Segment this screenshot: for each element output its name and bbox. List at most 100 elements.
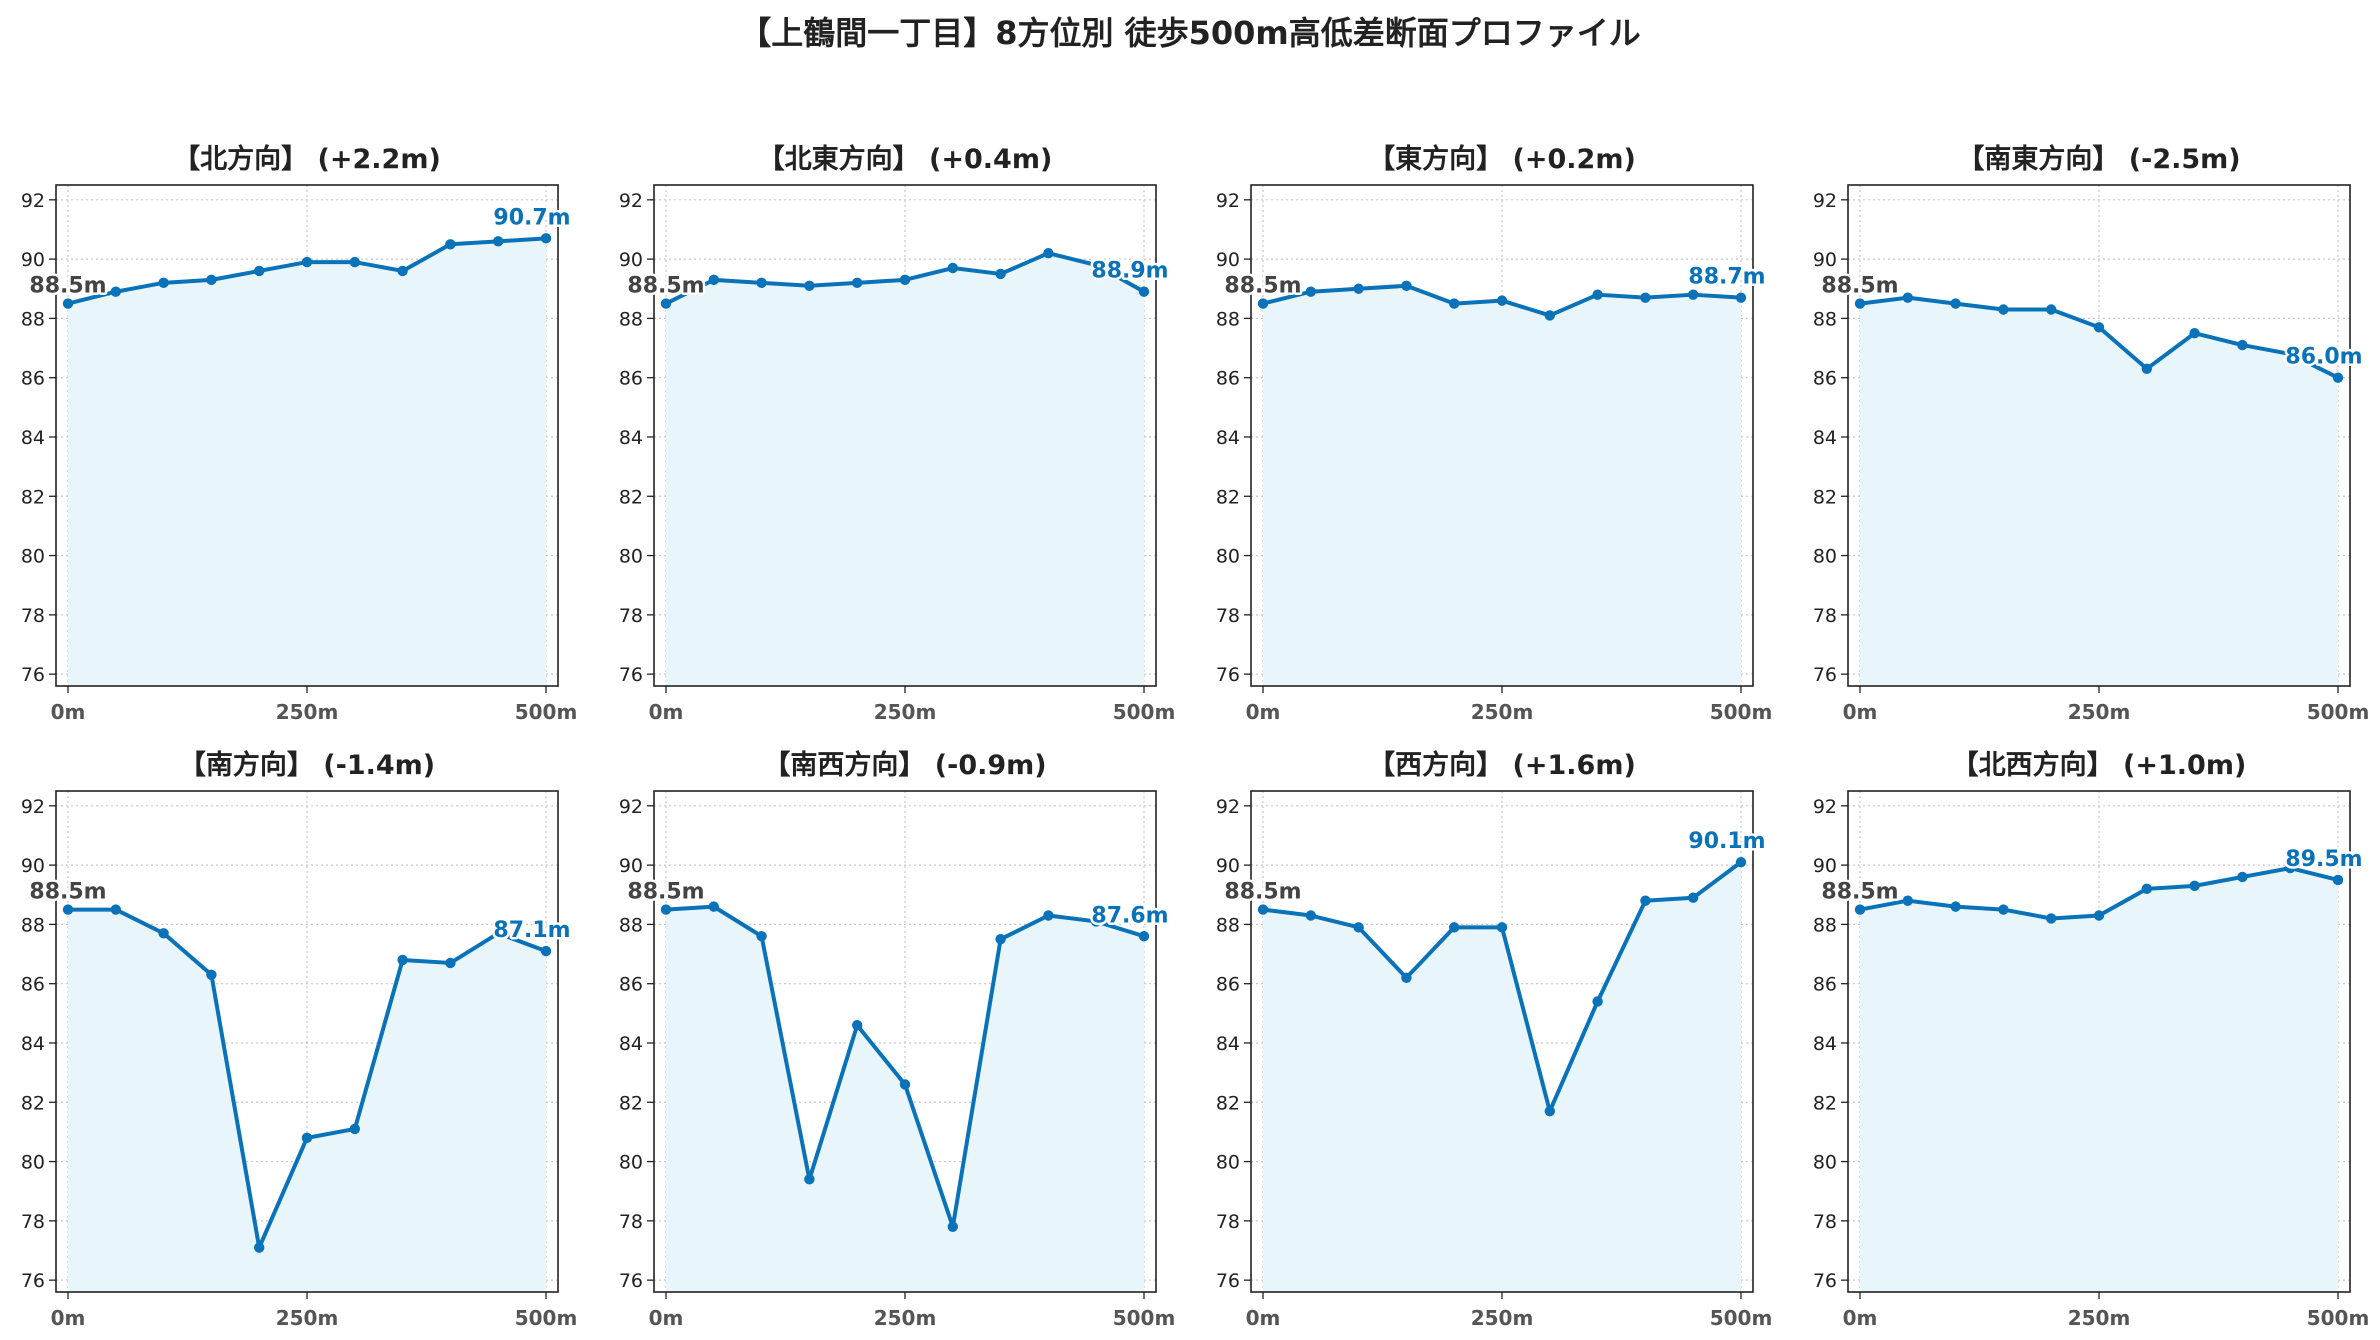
y-tick-label: 92	[1216, 796, 1240, 818]
profile-area	[666, 906, 1144, 1292]
axes-frame	[653, 184, 1157, 687]
y-tick-label: 76	[21, 1270, 45, 1292]
y-tick-label: 76	[21, 664, 45, 686]
profile-area	[68, 909, 546, 1292]
y-tick-label: 76	[619, 664, 643, 686]
axes-frame	[1847, 184, 2351, 687]
y-tick-label: 82	[619, 1092, 643, 1114]
start-elevation-label: 88.5m	[1224, 880, 1301, 905]
data-point	[493, 928, 504, 939]
profile-area	[1263, 285, 1741, 686]
data-point	[2141, 883, 2152, 895]
x-tick-label: 500m	[1710, 700, 1773, 724]
y-tick-label: 78	[1813, 1211, 1837, 1233]
y-tick-label: 86	[21, 368, 45, 390]
y-tick-label: 84	[1813, 1033, 1837, 1055]
data-point	[2141, 363, 2152, 374]
y-tick-label: 86	[1813, 974, 1837, 996]
x-tick-label: 0m	[1246, 700, 1281, 724]
data-point	[1043, 247, 1054, 259]
start-elevation-label: 88.5m	[627, 274, 704, 299]
panel-title: 【東方向】 (+0.2m)	[1368, 143, 1636, 175]
y-tick-label: 82	[1216, 486, 1240, 508]
data-point	[1950, 298, 1961, 309]
data-point	[899, 274, 911, 286]
data-point	[804, 1174, 815, 1185]
data-point	[2093, 910, 2105, 921]
data-point	[397, 954, 408, 966]
y-tick-label: 86	[619, 368, 643, 390]
x-tick-label: 0m	[649, 700, 684, 724]
y-tick-label: 76	[619, 1270, 643, 1292]
x-tick-label: 0m	[51, 1306, 86, 1330]
x-tick-label: 250m	[874, 700, 937, 724]
data-point	[1305, 910, 1317, 921]
panel-6: 【南西方向】 (-0.9m) 92 90 88 86 84 82 80 78 76 0m 250m 50…	[619, 749, 1175, 1330]
y-tick-label: 92	[1216, 190, 1240, 212]
x-tick-label: 250m	[2068, 700, 2131, 724]
start-elevation-label: 88.5m	[1821, 880, 1898, 905]
data-point	[995, 934, 1006, 945]
data-point	[1998, 304, 2009, 315]
y-tick-label: 88	[1813, 308, 1837, 330]
data-point	[947, 262, 958, 274]
x-tick-label: 500m	[2307, 700, 2370, 724]
y-tick-label: 84	[619, 427, 643, 449]
x-tick-label: 250m	[276, 1306, 339, 1330]
data-point	[1353, 922, 1364, 933]
x-tick-label: 0m	[1843, 1306, 1878, 1330]
y-tick-label: 80	[619, 546, 643, 568]
data-point	[2237, 339, 2248, 351]
y-tick-label: 82	[21, 1092, 45, 1114]
data-point	[1449, 298, 1460, 309]
x-tick-label: 250m	[276, 700, 339, 724]
y-tick-label: 90	[21, 855, 45, 877]
y-tick-label: 88	[1216, 308, 1240, 330]
y-tick-label: 92	[21, 190, 45, 212]
data-point	[254, 265, 265, 277]
data-point	[1257, 298, 1269, 309]
axes-frame	[55, 184, 559, 687]
y-tick-label: 88	[1813, 914, 1837, 936]
data-point	[2285, 862, 2296, 874]
x-tick-label: 500m	[515, 700, 578, 724]
panel-title: 【南方向】 (-1.4m)	[179, 749, 435, 781]
data-point	[1496, 295, 1508, 306]
data-point	[660, 298, 672, 309]
data-point	[804, 280, 815, 291]
panel-title: 【北東方向】 (+0.4m)	[758, 143, 1053, 175]
y-tick-label: 92	[21, 796, 45, 818]
panel-7: 【西方向】 (+1.6m) 92 90 88 86 84 82 80 78 76 0m 250m 500…	[1216, 749, 1772, 1330]
data-point	[1544, 310, 1556, 321]
y-tick-label: 82	[1216, 1092, 1240, 1114]
panel-2: 【北東方向】 (+0.4m) 92 90 88 86 84 82 80 78 76 0m 250m 50…	[619, 143, 1175, 724]
data-point	[1902, 895, 1914, 906]
x-tick-label: 250m	[2068, 1306, 2131, 1330]
x-tick-label: 0m	[51, 700, 86, 724]
start-elevation-label: 88.5m	[1224, 274, 1301, 299]
data-point	[852, 1019, 863, 1031]
data-point	[158, 928, 169, 939]
x-tick-label: 250m	[874, 1306, 937, 1330]
y-tick-label: 90	[1216, 249, 1240, 271]
y-tick-label: 80	[21, 546, 45, 568]
y-tick-label: 86	[1813, 368, 1837, 390]
data-point	[445, 239, 456, 250]
x-tick-label: 0m	[1246, 1306, 1281, 1330]
data-point	[756, 931, 767, 942]
data-point	[445, 957, 456, 969]
data-point	[708, 901, 719, 912]
y-tick-label: 78	[21, 605, 45, 627]
y-tick-label: 78	[1216, 605, 1240, 627]
data-point	[1592, 289, 1603, 300]
x-tick-label: 500m	[1113, 1306, 1176, 1330]
y-tick-label: 82	[1813, 486, 1837, 508]
x-tick-label: 500m	[1113, 700, 1176, 724]
data-point	[1138, 931, 1150, 942]
data-point	[1401, 280, 1412, 291]
data-point	[1640, 292, 1651, 303]
panel-5: 【南方向】 (-1.4m) 92 90 88 86 84 82 80 78 76 0m 250m 500…	[21, 749, 577, 1330]
data-point	[2189, 328, 2200, 339]
y-tick-label: 82	[619, 486, 643, 508]
data-point	[397, 265, 408, 277]
